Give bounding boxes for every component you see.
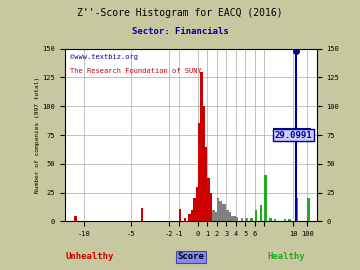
Text: ©www.textbiz.org: ©www.textbiz.org [70,54,138,60]
Text: Z''-Score Histogram for EACQ (2016): Z''-Score Histogram for EACQ (2016) [77,8,283,18]
Text: Unhealthy: Unhealthy [66,252,114,261]
Text: 29.0991: 29.0991 [274,130,312,140]
Text: Healthy: Healthy [268,252,305,261]
Bar [200,72,203,221]
Bar [241,218,243,221]
Bar [207,178,210,221]
Bar [74,216,77,221]
Bar [198,123,200,221]
Bar [284,219,286,221]
Bar [224,204,226,221]
Bar [250,218,253,221]
Bar [265,175,267,221]
Bar [226,210,229,221]
Bar [231,216,234,221]
Bar [255,210,257,221]
Bar [203,106,205,221]
Bar [288,219,291,221]
Bar [184,218,186,221]
Bar [274,219,276,221]
Bar [234,216,236,221]
Bar [236,217,238,221]
Bar [222,204,224,221]
Bar [191,210,193,221]
Bar [188,214,191,221]
Bar [229,212,231,221]
Bar [141,208,143,221]
Bar [260,205,262,221]
Bar [179,209,181,221]
Bar [210,193,212,221]
Bar [195,187,198,221]
Bar [307,198,310,221]
Text: Sector: Financials: Sector: Financials [132,27,228,36]
Bar [205,147,207,221]
Bar [212,210,215,221]
Bar [215,212,217,221]
Bar [219,201,222,221]
Y-axis label: Number of companies (997 total): Number of companies (997 total) [35,77,40,193]
Bar [217,198,219,221]
Bar [269,218,272,221]
Bar [246,218,248,221]
Bar [193,198,195,221]
Text: The Research Foundation of SUNY: The Research Foundation of SUNY [70,68,202,74]
Bar [296,198,298,221]
Text: Score: Score [177,252,204,261]
